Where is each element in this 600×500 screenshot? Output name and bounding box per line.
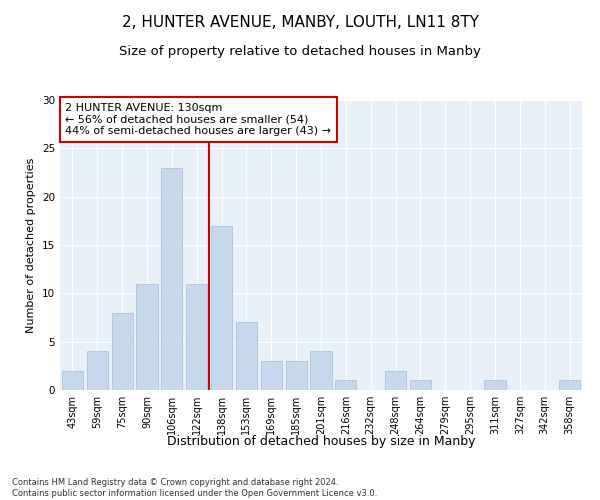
Text: Size of property relative to detached houses in Manby: Size of property relative to detached ho… xyxy=(119,45,481,58)
Bar xyxy=(335,380,356,390)
Bar xyxy=(161,168,182,390)
Bar xyxy=(87,352,108,390)
Bar xyxy=(484,380,506,390)
Y-axis label: Number of detached properties: Number of detached properties xyxy=(26,158,37,332)
Bar xyxy=(112,312,133,390)
Text: Distribution of detached houses by size in Manby: Distribution of detached houses by size … xyxy=(167,435,475,448)
Bar xyxy=(410,380,431,390)
Bar xyxy=(559,380,580,390)
Bar xyxy=(62,370,83,390)
Bar xyxy=(136,284,158,390)
Text: 2 HUNTER AVENUE: 130sqm
← 56% of detached houses are smaller (54)
44% of semi-de: 2 HUNTER AVENUE: 130sqm ← 56% of detache… xyxy=(65,103,331,136)
Bar xyxy=(186,284,207,390)
Bar xyxy=(310,352,332,390)
Bar xyxy=(385,370,406,390)
Bar xyxy=(261,361,282,390)
Bar xyxy=(211,226,232,390)
Bar xyxy=(236,322,257,390)
Bar xyxy=(286,361,307,390)
Text: 2, HUNTER AVENUE, MANBY, LOUTH, LN11 8TY: 2, HUNTER AVENUE, MANBY, LOUTH, LN11 8TY xyxy=(121,15,479,30)
Text: Contains HM Land Registry data © Crown copyright and database right 2024.
Contai: Contains HM Land Registry data © Crown c… xyxy=(12,478,377,498)
